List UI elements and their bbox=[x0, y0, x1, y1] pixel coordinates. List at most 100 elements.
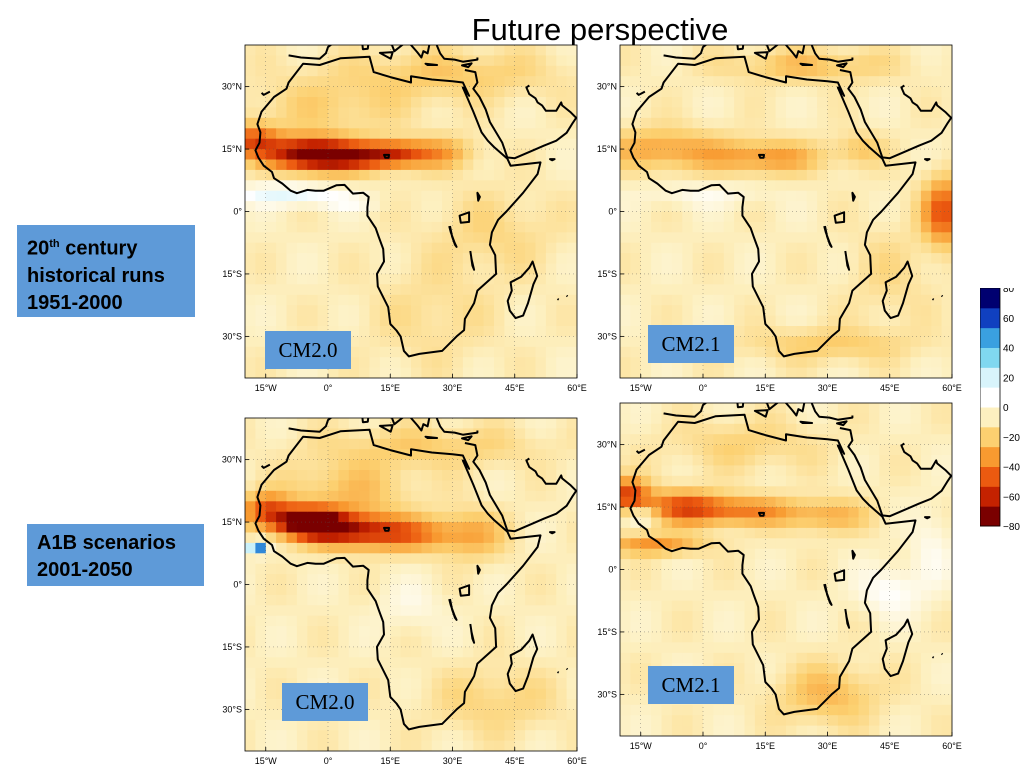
model-label-cm20-top: CM2.0 bbox=[265, 331, 351, 369]
crete-coastline bbox=[799, 62, 814, 66]
socotra-coastline bbox=[549, 158, 556, 162]
model-label-cm21-bottom: CM2.1 bbox=[648, 666, 734, 704]
europe-coastline bbox=[663, 403, 779, 418]
lake-tanganyika bbox=[448, 598, 458, 621]
lat-tick-label: 15°N bbox=[597, 502, 617, 512]
colorbar-tick-label: −60 bbox=[1003, 492, 1020, 503]
lon-tick-label: 0° bbox=[699, 383, 708, 393]
lon-tick-label: 15°E bbox=[755, 383, 775, 393]
colorbar-tick-label: 0 bbox=[1003, 403, 1009, 414]
reunion-coastline bbox=[556, 671, 560, 674]
arabia-coastline bbox=[839, 427, 952, 518]
lake-victoria bbox=[833, 569, 846, 582]
canary-coastline bbox=[260, 90, 271, 96]
graticule bbox=[620, 45, 952, 378]
colorbar-segment bbox=[980, 466, 1000, 487]
coastlines bbox=[629, 403, 952, 716]
lake-chad bbox=[758, 153, 765, 159]
lat-tick-label: 0° bbox=[233, 207, 242, 217]
lat-tick-label: 30°N bbox=[597, 82, 617, 92]
slide-title: Future perspective bbox=[471, 12, 729, 47]
coastlines bbox=[629, 45, 952, 358]
sinai-coastline bbox=[462, 460, 468, 469]
map-panel-cm21-a1b: 15°W 0° 15°E 30°E 45°E 60°E 30°N 15°N 0° 15°S 30°S bbox=[597, 402, 964, 758]
corsica-coastline bbox=[364, 33, 368, 40]
europe-coastline bbox=[288, 45, 404, 60]
lon-tick-label: 15°W bbox=[630, 383, 653, 393]
graticule bbox=[245, 45, 577, 378]
colorbar-segment bbox=[980, 327, 1000, 348]
colorbar-segment bbox=[980, 506, 1000, 527]
turkey-coastline bbox=[435, 45, 479, 63]
canary-coastline bbox=[635, 90, 646, 96]
lon-tick-label: 30°E bbox=[818, 383, 838, 393]
lon-tick-label: 30°E bbox=[443, 383, 463, 393]
sinai-coastline bbox=[837, 87, 843, 96]
lat-tick-label: 30°S bbox=[222, 331, 242, 341]
colorbar-segment bbox=[980, 288, 1000, 309]
anomaly-field bbox=[245, 45, 577, 378]
colorbar-segment bbox=[980, 486, 1000, 507]
lon-tick-label: 15°E bbox=[380, 756, 400, 766]
madagascar-coastline bbox=[881, 260, 914, 320]
arabia-coastline bbox=[839, 69, 952, 160]
madagascar-coastline bbox=[506, 633, 539, 693]
colorbar-tick-label: −80 bbox=[1003, 522, 1020, 533]
socotra-coastline bbox=[924, 158, 931, 162]
lake-turkana bbox=[851, 191, 856, 202]
corsica-coastline bbox=[364, 406, 368, 413]
turkey-coastline bbox=[810, 45, 854, 63]
crete-coastline bbox=[799, 420, 814, 424]
sardinia-coastline bbox=[361, 418, 370, 424]
mauritius-coastline bbox=[565, 667, 569, 671]
balkan-coastline bbox=[784, 45, 806, 59]
lake-malawi bbox=[469, 623, 476, 644]
socotra-coastline bbox=[549, 531, 556, 535]
arabia-coastline bbox=[464, 442, 577, 533]
lat-tick-label: 30°S bbox=[597, 689, 617, 699]
colorbar-svg: 80 60 40 20 0 −20 −40 −60 −80 bbox=[979, 284, 1020, 533]
sicily-coastline bbox=[753, 409, 769, 418]
sicily-coastline bbox=[753, 51, 769, 60]
map-panel-cm20-a1b: 15°W 0° 15°E 30°E 45°E 60°E 30°N 15°N 0° 15°S 30°S bbox=[222, 417, 589, 773]
colorbar-tick-label: 40 bbox=[1003, 344, 1015, 355]
lon-tick-label: 60°E bbox=[567, 383, 587, 393]
lat-tick-label: 15°S bbox=[222, 642, 242, 652]
lat-tick-label: 15°S bbox=[597, 627, 617, 637]
colorbar-tick-label: −40 bbox=[1003, 463, 1020, 474]
sardinia-coastline bbox=[736, 403, 745, 409]
sicily-coastline bbox=[378, 424, 394, 433]
colorbar: 80 60 40 20 0 −20 −40 −60 −80 bbox=[979, 284, 1024, 539]
lon-tick-label: 0° bbox=[324, 383, 333, 393]
coastlines bbox=[254, 33, 577, 358]
lon-tick-label: 60°E bbox=[567, 756, 587, 766]
lon-tick-label: 0° bbox=[699, 741, 708, 751]
lon-tick-label: 15°E bbox=[755, 741, 775, 751]
lake-chad bbox=[758, 511, 765, 517]
row-label-a1b: A1B scenarios 2001-2050 bbox=[27, 524, 204, 586]
lat-tick-label: 30°S bbox=[222, 704, 242, 714]
reunion-coastline bbox=[931, 656, 935, 659]
colorbar-tick-label: 20 bbox=[1003, 373, 1015, 384]
crete-coastline bbox=[424, 435, 439, 439]
lake-malawi bbox=[469, 250, 476, 271]
map-panel-cm20-historical: 15°W 0° 15°E 30°E 45°E 60°E 30°N 15°N 0° 15°S 30°S bbox=[222, 44, 589, 400]
sinai-coastline bbox=[837, 445, 843, 454]
colorbar-segment bbox=[980, 367, 1000, 388]
cyprus-coastline bbox=[836, 420, 848, 427]
lon-tick-label: 60°E bbox=[942, 741, 962, 751]
graticule bbox=[620, 403, 952, 736]
socotra-coastline bbox=[924, 516, 931, 520]
lat-tick-label: 30°S bbox=[597, 331, 617, 341]
lon-tick-label: 30°E bbox=[443, 756, 463, 766]
mauritius-coastline bbox=[940, 294, 944, 298]
lat-tick-label: 0° bbox=[608, 207, 617, 217]
lat-tick-label: 30°N bbox=[222, 455, 242, 465]
lake-tanganyika bbox=[823, 225, 833, 248]
madagascar-coastline bbox=[881, 618, 914, 678]
colorbar-segment bbox=[980, 307, 1000, 329]
lat-tick-label: 30°N bbox=[597, 440, 617, 450]
balkan-coastline bbox=[409, 45, 431, 59]
lake-malawi bbox=[844, 608, 851, 629]
lat-tick-label: 15°S bbox=[222, 269, 242, 279]
